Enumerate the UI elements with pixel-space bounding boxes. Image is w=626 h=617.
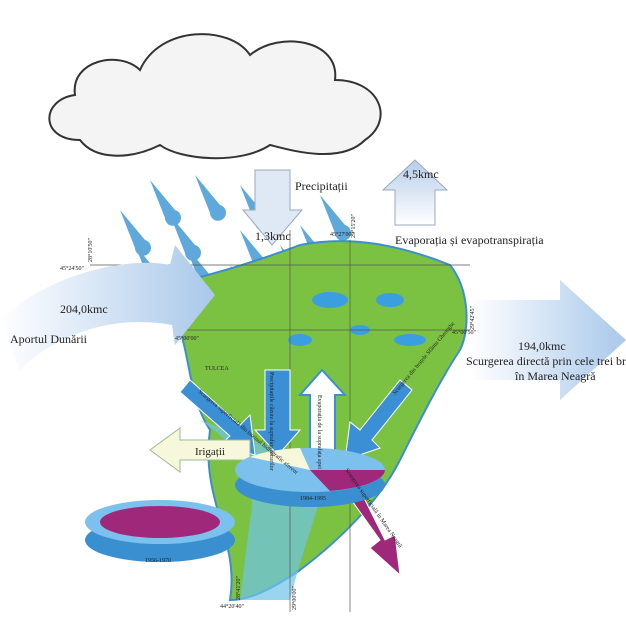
arrow-irrigation xyxy=(149,427,251,473)
arrow-text: Evaporația de la suprafața apei xyxy=(316,395,323,469)
evap-label: Evaporația și evapotranspirația xyxy=(395,233,544,247)
coordinate: 44°20'40" xyxy=(220,603,244,610)
period-label: 1956-1970 xyxy=(145,558,171,564)
arrow-danube-input xyxy=(0,245,215,370)
outflow-value: 194,0kmc xyxy=(518,339,566,353)
arrow-outflow xyxy=(470,280,626,400)
irrigation-label: Irigații xyxy=(195,446,225,458)
outflow-label: Scurgerea directă prin cele trei brațe xyxy=(466,354,626,368)
period-label: 1984-1995 xyxy=(300,496,326,502)
precip-label: Precipitații xyxy=(295,179,348,193)
coordinate: 45°00'50" xyxy=(452,329,476,336)
outflow-label-2: în Marea Neagră xyxy=(514,369,596,383)
danube-label: Aportul Dunării xyxy=(10,332,88,346)
coordinate: 28°41'20" xyxy=(235,576,242,600)
pie-1956-1970 xyxy=(85,500,235,562)
evap-value: 4,5kmc xyxy=(403,167,439,181)
coordinate: 29°00'00" xyxy=(291,586,298,610)
city-label: TULCEA xyxy=(205,366,229,372)
cloud xyxy=(48,33,382,160)
arrow-precipitation xyxy=(241,169,304,246)
coordinate: 45°27'00" xyxy=(330,231,354,238)
arrow-water-evap xyxy=(297,368,348,456)
arrow-lake-precip xyxy=(253,369,302,456)
danube-value: 204,0kmc xyxy=(60,302,108,316)
lakes xyxy=(288,292,426,346)
coordinate: 28°10'50" xyxy=(87,238,94,262)
pie-1984-1995 xyxy=(235,448,385,507)
coordinate: 45°00'00" xyxy=(175,335,199,342)
arrow-evaporation xyxy=(381,159,449,226)
coordinate: 29°42'45" xyxy=(469,306,476,330)
arrow-text: Precipitațiile căzute la suprafața lacur… xyxy=(268,372,275,471)
arrow-branch-flow xyxy=(344,379,413,461)
coordinate: 29°15'20" xyxy=(350,214,357,238)
coordinate: 45°24'50" xyxy=(60,265,84,272)
precip-value: 1,3kmc xyxy=(255,229,291,243)
